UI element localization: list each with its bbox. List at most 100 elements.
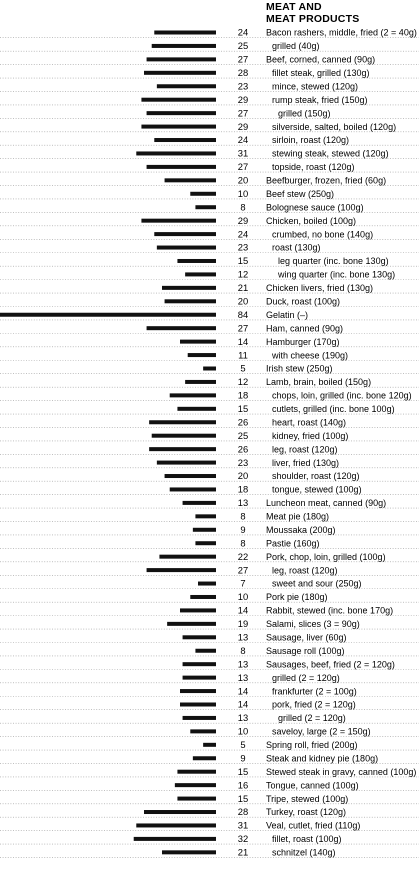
bar-value: 28: [238, 806, 248, 817]
bar-value: 27: [238, 564, 248, 575]
bar: [141, 218, 216, 223]
chart-row: 18 tongue, stewed (100g): [0, 484, 419, 495]
bar: [203, 742, 216, 747]
bar-value: 9: [240, 752, 245, 763]
bar-value: 29: [238, 121, 248, 132]
category-label: grilled (40g): [272, 41, 320, 51]
category-label: Chicken livers, fried (130g): [266, 283, 373, 293]
bar: [169, 487, 216, 492]
chart-row: 11 with cheese (190g): [0, 349, 419, 361]
chart-row: 12 Lamb, brain, boiled (150g): [0, 376, 419, 388]
bar: [144, 70, 216, 75]
category-label: Meat pie (180g): [266, 512, 329, 522]
bar-value: 8: [240, 537, 245, 548]
category-label: leg, roast (120g): [272, 565, 338, 575]
bar: [177, 769, 216, 774]
category-label: with cheese (190g): [271, 350, 348, 360]
bar: [164, 178, 216, 183]
bar-value: 15: [238, 793, 248, 804]
bar-value: 31: [238, 148, 248, 159]
bar-value: 31: [238, 820, 248, 831]
bar: [182, 635, 216, 640]
chart-row: 13 grilled (2 = 120g): [0, 712, 419, 724]
category-label: Sausage roll (100g): [266, 646, 345, 656]
category-label: tongue, stewed (100g): [272, 485, 362, 495]
bar: [146, 326, 216, 331]
category-label: leg, roast (120g): [272, 444, 338, 454]
bar: [146, 568, 216, 573]
category-label: leg quarter (inc. bone 130g): [278, 256, 389, 266]
bar-value: 7: [240, 578, 245, 589]
bar-value: 26: [238, 416, 248, 427]
bar-value: 23: [238, 457, 248, 468]
bar-value: 27: [238, 107, 248, 118]
bar-value: 19: [238, 618, 248, 629]
bar: [203, 366, 216, 371]
bar: [154, 232, 216, 237]
bar-value: 11: [238, 349, 248, 360]
bar: [146, 111, 216, 116]
bar: [185, 272, 216, 277]
bar-value: 21: [238, 847, 248, 858]
bar-value: 23: [238, 242, 248, 253]
chart-row: 9 Steak and kidney pie (180g): [0, 752, 419, 764]
category-label: Sausage, liver (60g): [266, 633, 347, 643]
bar-value: 18: [238, 484, 248, 495]
chart-row: 28 Turkey, roast (120g): [0, 806, 419, 818]
category-label: silverside, salted, boiled (120g): [272, 122, 396, 132]
category-label: sweet and sour (250g): [272, 579, 362, 589]
bar-value: 26: [238, 443, 248, 454]
chart-row: 25 grilled (40g): [0, 40, 419, 52]
bar-value: 32: [238, 833, 248, 844]
category-label: Moussaka (200g): [266, 525, 336, 535]
bar-value: 12: [238, 269, 248, 280]
bar: [182, 715, 216, 720]
bar: [162, 850, 216, 855]
category-label: cutlets, grilled (inc. bone 100g): [272, 404, 395, 414]
bar-value: 8: [240, 645, 245, 656]
chart-row: 24 Bacon rashers, middle, fried (2 = 40g): [0, 27, 419, 39]
chart-row: 16 Tongue, canned (100g): [0, 779, 419, 791]
category-label: crumbed, no bone (140g): [272, 229, 373, 239]
bar-value: 13: [238, 672, 248, 683]
chart-row: 5 Spring roll, fried (200g): [0, 739, 419, 751]
category-label: Beef stew (250g): [266, 189, 334, 199]
bar-value: 20: [238, 175, 248, 186]
chart-row: 26 leg, roast (120g): [0, 443, 419, 455]
chart-row: 10 saveloy, large (2 = 150g): [0, 726, 419, 737]
chart-rows: 24 Bacon rashers, middle, fried (2 = 40g)…: [0, 27, 419, 858]
chart-row: 29 silverside, salted, boiled (120g): [0, 121, 419, 133]
chart-row: 14 pork, fried (2 = 120g): [0, 699, 419, 711]
chart-row: 13 grilled (2 = 120g): [0, 672, 419, 684]
bar-value: 29: [238, 215, 248, 226]
bar: [192, 756, 216, 761]
bar: [192, 527, 216, 532]
bar: [156, 84, 216, 89]
bar: [182, 675, 216, 680]
chart-row: 28 fillet steak, grilled (130g): [0, 67, 419, 79]
category-label: Sausages, beef, fried (2 = 120g): [266, 659, 395, 669]
category-label: Spring roll, fried (200g): [266, 740, 358, 750]
category-label: Pastie (160g): [266, 538, 320, 548]
category-label: Chicken, boiled (100g): [266, 216, 356, 226]
bar-value: 15: [238, 403, 248, 414]
chart-row: 20 shoulder, roast (120g): [0, 470, 419, 482]
bar-value: 24: [238, 228, 248, 239]
chart-row: 8 Pastie (160g): [0, 537, 419, 549]
bar: [149, 420, 216, 425]
category-label: Beef, corned, canned (90g): [266, 55, 375, 65]
bar: [151, 43, 216, 48]
bar-value: 12: [238, 376, 248, 387]
bar: [162, 285, 216, 290]
chart-row: 10 Pork pie (180g): [0, 591, 419, 603]
bar-value: 13: [238, 497, 248, 508]
category-label: Ham, canned (90g): [266, 323, 343, 333]
bar-value: 13: [238, 632, 248, 643]
bar: [177, 796, 216, 801]
category-label: mince, stewed (120g): [272, 81, 358, 91]
bar: [159, 554, 216, 559]
bar-value: 24: [238, 27, 248, 38]
category-label: sirloin, roast (120g): [272, 135, 349, 145]
category-label: schnitzel (140g): [272, 848, 336, 858]
category-label: Pork pie (180g): [266, 592, 328, 602]
